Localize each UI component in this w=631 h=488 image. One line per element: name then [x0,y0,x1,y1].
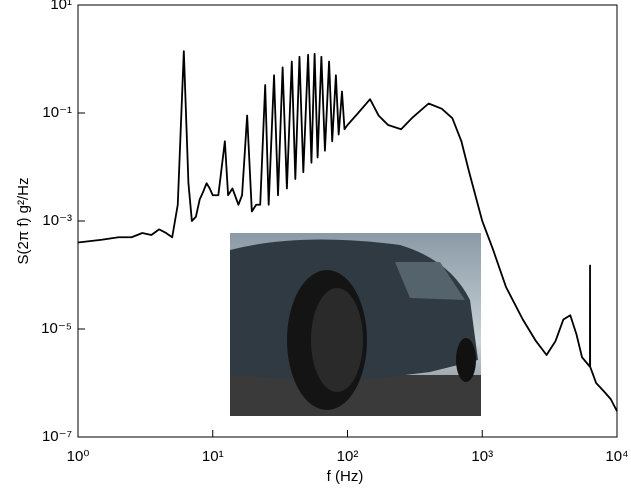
x-axis-label: f (Hz) [327,468,364,485]
plot-area [77,50,618,412]
x-tick-label: 10⁴ [605,448,628,465]
x-tick-label: 10² [337,448,359,465]
spectrum-line [77,50,618,412]
inset-photo [230,233,481,416]
y-tick-label: 10⁻³ [42,212,72,229]
photo-tire-tread [311,288,363,392]
x-tick-label: 10³ [471,448,493,465]
y-tick-label: 10⁻¹ [42,104,72,121]
x-tick-label: 10¹ [202,448,224,465]
y-axis-label: S(2π f) g²/Hz [15,177,32,264]
photo-rear-tire [456,338,476,382]
y-tick-label: 10⁻⁵ [41,320,72,337]
photo-window [395,262,465,300]
x-tick-label: 10⁰ [67,448,90,465]
y-tick-label: 10⁻⁷ [42,428,72,445]
y-tick-label: 10¹ [50,0,72,13]
